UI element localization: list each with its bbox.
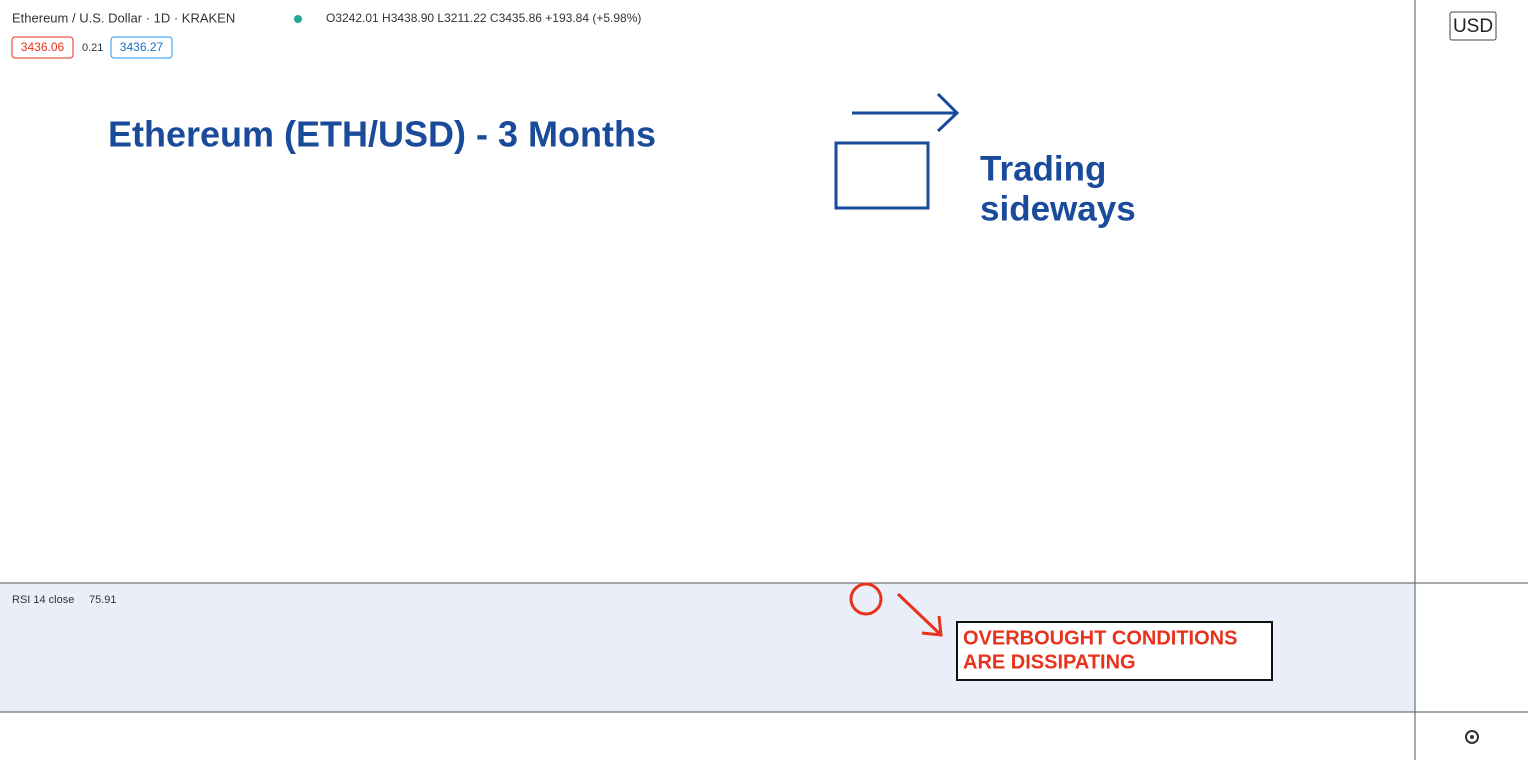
ask: 3436.27 — [120, 40, 164, 54]
peak-circle — [849, 582, 883, 616]
arrow — [896, 592, 943, 637]
rsi-annotation: ARE DISSIPATING — [963, 651, 1136, 673]
spread: 0.21 — [82, 42, 103, 54]
bid: 3436.06 — [21, 40, 65, 54]
bid-box — [11, 36, 74, 59]
settings-icon[interactable] — [1465, 730, 1479, 744]
symbol: Ethereum / U.S. Dollar · 1D · KRAKEN — [12, 10, 235, 25]
rsi-annotation: OVERBOUGHT CONDITIONS — [963, 627, 1237, 649]
overbought-box — [956, 621, 1273, 681]
status-dot — [294, 15, 302, 23]
ohlc: O3242.01 H3438.90 L3211.22 C3435.86 +193… — [326, 11, 641, 25]
arrow — [852, 92, 960, 133]
currency-box — [1449, 11, 1497, 41]
annotation: Trading — [980, 149, 1106, 188]
currency: USD — [1453, 16, 1493, 37]
ask-box — [110, 36, 173, 59]
rsi-legend: RSI 14 close — [12, 594, 74, 606]
annotation: sideways — [980, 189, 1136, 228]
highlight-box — [834, 141, 930, 210]
rsi-legend-value: 75.91 — [89, 594, 117, 606]
chart-title: Ethereum (ETH/USD) - 3 Months — [108, 114, 656, 155]
